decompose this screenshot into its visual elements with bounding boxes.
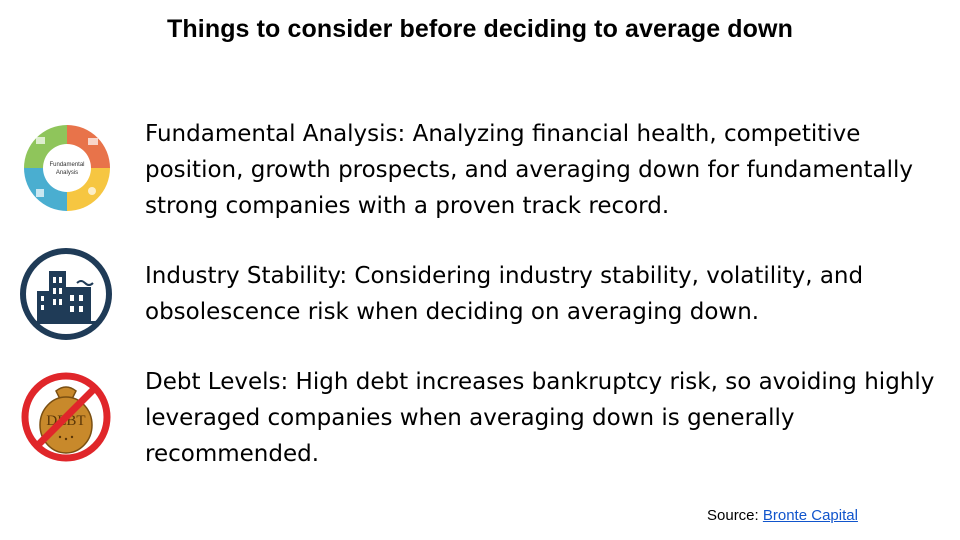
point-debt-levels: Debt Levels: High debt increases bankrup…	[145, 369, 935, 467]
slide-title: Things to consider before deciding to av…	[167, 15, 793, 43]
fundamental-analysis-wheel-icon: Fundamental Analysis	[22, 123, 112, 213]
wheel-label-line1: Fundamental	[49, 162, 84, 168]
source-label: Source:	[707, 507, 763, 524]
point-fundamental-analysis: Fundamental Analysis: Analyzing financia…	[145, 121, 914, 219]
point-industry-stability: Industry Stability: Considering industry…	[145, 263, 864, 325]
source-note: Source: Bronte Capital	[707, 507, 858, 524]
source-link[interactable]: Bronte Capital	[762, 507, 858, 524]
no-debt-icon: DEBT	[18, 369, 114, 465]
buildings-icon	[19, 247, 113, 341]
wheel-label-line2: Analysis	[56, 170, 78, 176]
